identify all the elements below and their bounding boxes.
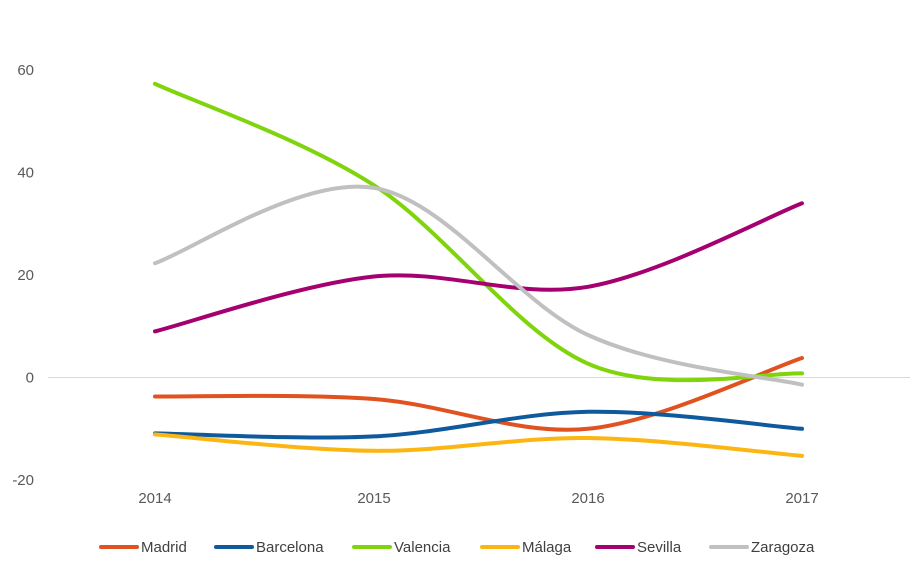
plot-area (48, 81, 910, 458)
legend-label-valencia: Valencia (394, 539, 451, 556)
y-tick-label: -20 (12, 472, 34, 489)
legend-label-sevilla: Sevilla (637, 539, 682, 556)
legend-label-madrid: Madrid (141, 539, 187, 556)
y-tick-label: 0 (26, 370, 34, 387)
legend-label-malaga: Málaga (522, 539, 572, 556)
series-line-zaragoza (153, 184, 804, 387)
series-line-madrid (153, 356, 804, 432)
x-tick-label: 2014 (138, 490, 171, 507)
series-line-valencia (153, 81, 804, 383)
x-tick-label: 2017 (785, 490, 818, 507)
x-tick-label: 2015 (357, 490, 390, 507)
y-tick-label: 60 (17, 62, 34, 79)
legend: Madrid Barcelona Valencia Málaga Sevilla Zara… (99, 539, 815, 556)
y-axis-ticks: -20 0 20 40 60 (12, 62, 34, 489)
series-line-sevilla (153, 201, 804, 334)
x-axis-ticks: 2014 2015 2016 2017 (138, 490, 818, 507)
y-tick-label: 20 (17, 267, 34, 284)
legend-label-barcelona: Barcelona (256, 539, 324, 556)
x-tick-label: 2016 (571, 490, 604, 507)
y-tick-label: 40 (17, 165, 34, 182)
legend-label-zaragoza: Zaragoza (751, 539, 815, 556)
series-line-barcelona (153, 409, 804, 440)
series-line-malaga (153, 432, 804, 458)
